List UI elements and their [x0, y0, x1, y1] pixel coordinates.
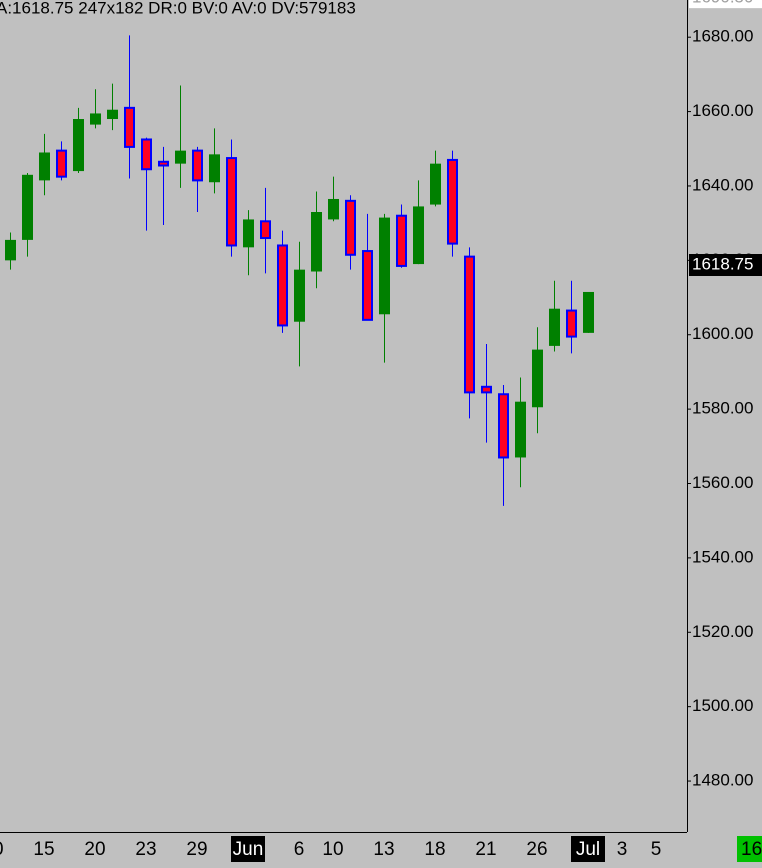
- candle-body: [311, 211, 322, 272]
- x-tick-label: 15: [33, 839, 54, 860]
- candle-body: [328, 198, 339, 220]
- candle-body: [379, 217, 390, 315]
- month-box: [571, 836, 605, 862]
- candle-body: [464, 255, 475, 394]
- header-info: A:1618.75 247x182 DR:0 BV:0 AV:0 DV:5791…: [0, 0, 356, 17]
- y-tick-label: 1520.00: [692, 622, 753, 641]
- x-tick-label: 26: [526, 839, 547, 860]
- candle-body: [277, 244, 288, 327]
- candle-body: [141, 138, 152, 171]
- candle-body: [5, 239, 16, 261]
- candle-body: [226, 157, 237, 247]
- x-tick-label: Jun: [233, 839, 264, 860]
- y-tick-label: 1480.00: [692, 771, 753, 790]
- y-tick-label: 1560.00: [692, 473, 753, 492]
- x-tick-label: 10: [322, 839, 343, 860]
- y-tick-label: 1540.00: [692, 547, 753, 566]
- candle-body: [498, 393, 509, 459]
- candle-body: [447, 158, 458, 245]
- x-tick-label: 10: [0, 839, 4, 860]
- high-marker-box: [689, 0, 762, 9]
- candle-body: [56, 149, 67, 178]
- x-tick-label: Jul: [576, 839, 600, 860]
- x-tick-label: 18: [424, 839, 445, 860]
- candle-body: [345, 199, 356, 256]
- candle-body: [209, 154, 220, 183]
- candle-body: [22, 174, 33, 240]
- candle-body: [515, 401, 526, 458]
- candle-body: [175, 150, 186, 164]
- candle-body: [107, 109, 118, 120]
- month-box: [231, 836, 265, 862]
- x-tick-label: 13: [373, 839, 394, 860]
- candle-body: [260, 220, 271, 240]
- candle-body: [396, 214, 407, 267]
- candle-body: [566, 309, 577, 338]
- y-tick-label: 1640.00: [692, 175, 753, 194]
- candle-body: [90, 113, 101, 125]
- candle-body: [413, 206, 424, 265]
- x-tick-label: 5: [651, 839, 662, 860]
- candle-body: [294, 269, 305, 322]
- last-price-label: 1618.75: [692, 254, 753, 273]
- candle-body: [158, 160, 169, 167]
- last-price-box: [689, 253, 762, 276]
- y-tick-label: 1580.00: [692, 399, 753, 418]
- candle-body: [481, 385, 492, 394]
- candle-body: [243, 219, 254, 248]
- x-tick-label: 3: [617, 839, 628, 860]
- high-marker-label: 1690.50: [692, 0, 753, 7]
- candle-body: [39, 152, 50, 181]
- y-tick-label: 1600.00: [692, 324, 753, 343]
- x-tick-label: 20: [84, 839, 105, 860]
- candle-body: [192, 149, 203, 182]
- x-tick-label: 21: [475, 839, 496, 860]
- corner-box: [737, 836, 762, 862]
- y-tick-label: 1680.00: [692, 27, 753, 46]
- candle-body: [430, 163, 441, 205]
- x-tick-label: 6: [294, 839, 305, 860]
- candle-body: [549, 308, 560, 346]
- x-tick-label: 23: [135, 839, 156, 860]
- candle-body: [73, 119, 84, 172]
- candle-body: [583, 291, 594, 333]
- y-tick-label: 1660.00: [692, 101, 753, 120]
- candle-body: [532, 349, 543, 408]
- candle-body: [362, 250, 373, 321]
- x-tick-label: 29: [186, 839, 207, 860]
- corner-label: 16: [741, 839, 762, 860]
- y-tick-label: 1500.00: [692, 696, 753, 715]
- candle-body: [124, 106, 135, 148]
